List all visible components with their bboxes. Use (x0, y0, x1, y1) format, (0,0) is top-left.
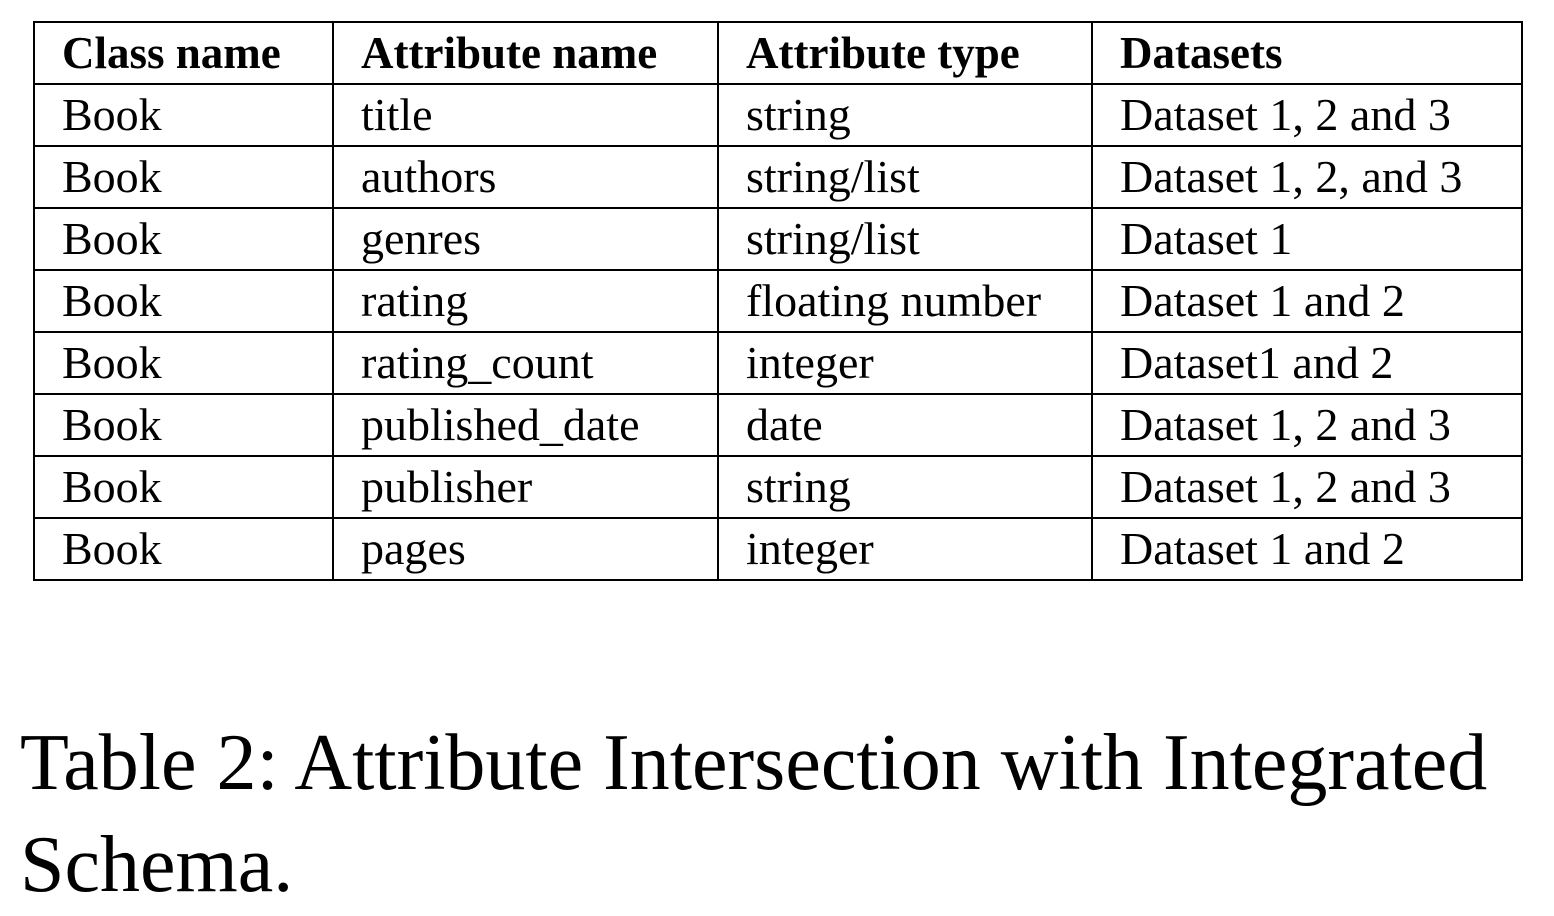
cell-attribute-type: string (717, 455, 1093, 519)
table-row: Book rating floating number Dataset 1 an… (33, 269, 1523, 333)
cell-class-name: Book (33, 455, 334, 519)
cell-attribute-name: authors (332, 145, 719, 209)
cell-attribute-type: floating number (717, 269, 1093, 333)
cell-attribute-name: published_date (332, 393, 719, 457)
header-class-name: Class name (33, 21, 334, 85)
cell-attribute-name: publisher (332, 455, 719, 519)
table-row: Book title string Dataset 1, 2 and 3 (33, 83, 1523, 147)
cell-class-name: Book (33, 517, 334, 581)
cell-class-name: Book (33, 269, 334, 333)
cell-datasets: Dataset 1 and 2 (1091, 269, 1523, 333)
cell-datasets: Dataset 1, 2, and 3 (1091, 145, 1523, 209)
header-attribute-name: Attribute name (332, 21, 719, 85)
header-datasets: Datasets (1091, 21, 1523, 85)
cell-attribute-name: rating (332, 269, 719, 333)
cell-datasets: Dataset 1, 2 and 3 (1091, 455, 1523, 519)
cell-datasets: Dataset1 and 2 (1091, 331, 1523, 395)
cell-attribute-type: string/list (717, 207, 1093, 271)
cell-class-name: Book (33, 83, 334, 147)
cell-attribute-type: string (717, 83, 1093, 147)
header-attribute-type: Attribute type (717, 21, 1093, 85)
cell-class-name: Book (33, 331, 334, 395)
cell-datasets: Dataset 1 and 2 (1091, 517, 1523, 581)
cell-attribute-type: date (717, 393, 1093, 457)
cell-attribute-type: string/list (717, 145, 1093, 209)
table-row: Book rating_count integer Dataset1 and 2 (33, 331, 1523, 395)
cell-attribute-name: rating_count (332, 331, 719, 395)
table-row: Book authors string/list Dataset 1, 2, a… (33, 145, 1523, 209)
cell-datasets: Dataset 1, 2 and 3 (1091, 393, 1523, 457)
table-header-row: Class name Attribute name Attribute type… (33, 21, 1523, 85)
table-row: Book genres string/list Dataset 1 (33, 207, 1523, 271)
attribute-table: Class name Attribute name Attribute type… (33, 21, 1523, 581)
table-row: Book pages integer Dataset 1 and 2 (33, 517, 1523, 581)
table-caption: Table 2: Attribute Intersection with Int… (20, 719, 1488, 909)
table-row: Book publisher string Dataset 1, 2 and 3 (33, 455, 1523, 519)
cell-datasets: Dataset 1, 2 and 3 (1091, 83, 1523, 147)
cell-class-name: Book (33, 207, 334, 271)
table-row: Book published_date date Dataset 1, 2 an… (33, 393, 1523, 457)
cell-class-name: Book (33, 393, 334, 457)
cell-datasets: Dataset 1 (1091, 207, 1523, 271)
cell-attribute-name: genres (332, 207, 719, 271)
cell-attribute-name: title (332, 83, 719, 147)
cell-attribute-type: integer (717, 331, 1093, 395)
cell-attribute-name: pages (332, 517, 719, 581)
cell-class-name: Book (33, 145, 334, 209)
cell-attribute-type: integer (717, 517, 1093, 581)
